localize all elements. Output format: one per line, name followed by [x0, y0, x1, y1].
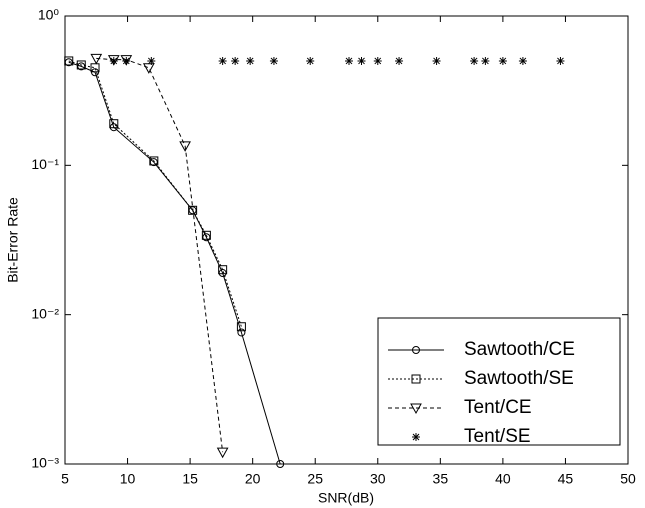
- marker: [147, 56, 156, 65]
- marker: [432, 56, 441, 65]
- marker: [76, 60, 86, 70]
- legend-box: [377, 317, 621, 446]
- x-axis-label: SNR(dB): [318, 490, 374, 506]
- series-line: [68, 60, 242, 327]
- marker: [90, 63, 100, 73]
- x-tick-label: 50: [620, 471, 636, 487]
- marker: [236, 322, 246, 332]
- marker: [246, 56, 255, 65]
- x-tick-label: 40: [495, 471, 511, 487]
- legend-label: Sawtooth/SE: [464, 368, 574, 389]
- marker: [395, 56, 404, 65]
- y-tick-label: 10⁻¹: [31, 156, 59, 172]
- y-axis-label: Bit-Error Rate: [5, 197, 21, 283]
- marker: [188, 205, 198, 215]
- y-tick-label: 10⁰: [38, 7, 60, 23]
- legend-marker: [411, 374, 421, 384]
- legend-marker: [412, 346, 420, 354]
- marker: [276, 460, 285, 468]
- y-tick-label: 10⁻³: [31, 455, 59, 471]
- marker: [357, 56, 366, 65]
- marker: [122, 56, 131, 65]
- marker: [518, 56, 527, 65]
- marker: [269, 56, 278, 65]
- marker: [120, 55, 133, 66]
- marker: [237, 328, 246, 337]
- legend-label: Tent/SE: [464, 426, 531, 447]
- marker: [64, 56, 74, 66]
- marker: [373, 56, 382, 65]
- marker: [109, 56, 118, 65]
- marker: [201, 230, 211, 240]
- series-line: [96, 57, 224, 453]
- x-tick-label: 5: [61, 471, 69, 487]
- marker: [142, 63, 155, 74]
- marker: [107, 55, 120, 66]
- x-tick-label: 35: [433, 471, 449, 487]
- marker: [218, 56, 227, 65]
- legend-marker: [412, 433, 420, 441]
- marker: [470, 56, 479, 65]
- x-tick-label: 30: [370, 471, 386, 487]
- x-tick-label: 10: [120, 471, 136, 487]
- marker: [556, 56, 565, 65]
- y-tick-label: 10⁻²: [31, 305, 59, 321]
- marker: [216, 447, 229, 459]
- legend-label: Sawtooth/CE: [464, 339, 575, 360]
- plot-frame: [64, 15, 629, 465]
- marker: [345, 56, 354, 65]
- x-tick-label: 15: [182, 471, 198, 487]
- marker: [179, 141, 191, 152]
- marker: [481, 56, 490, 65]
- x-tick-label: 20: [245, 471, 261, 487]
- marker: [498, 56, 507, 65]
- marker: [231, 56, 240, 65]
- marker: [306, 56, 315, 65]
- x-tick-label: 45: [558, 471, 574, 487]
- marker: [149, 156, 159, 166]
- marker: [218, 265, 228, 275]
- x-tick-label: 25: [307, 471, 323, 487]
- legend-marker: [410, 403, 422, 415]
- marker: [90, 53, 103, 65]
- marker: [109, 119, 119, 129]
- legend-label: Tent/CE: [464, 397, 532, 418]
